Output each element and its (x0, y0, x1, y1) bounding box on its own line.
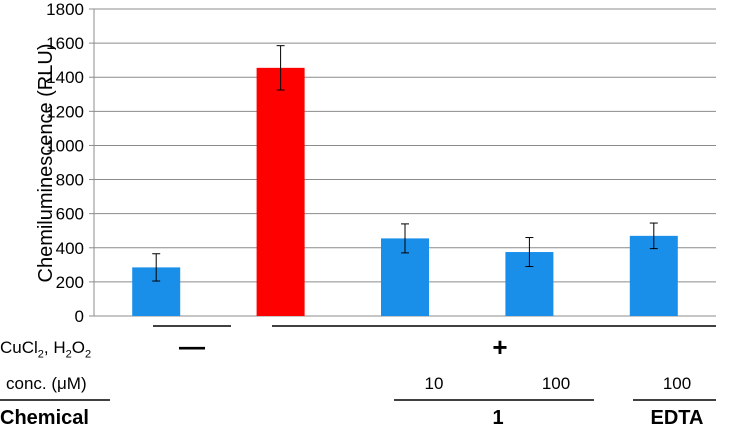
conc-value-3: 100 (662, 374, 692, 393)
y-tick-labels: 0 200 400 600 800 1000 1200 1400 1600 1800 (46, 0, 84, 326)
plus-symbol: + (492, 332, 508, 362)
y-tick-label: 1600 (46, 34, 84, 53)
y-tick-label: 1200 (46, 102, 84, 121)
y-tick-label: 600 (56, 205, 84, 224)
y-tick-label: 200 (56, 273, 84, 292)
row-label-conc: conc. (μM) (6, 374, 87, 393)
row-label-chemical: Chemical (0, 407, 89, 429)
bar (256, 67, 305, 316)
conc-value-1: 10 (424, 374, 444, 393)
y-tick-label: 400 (56, 239, 84, 258)
y-tick-label: 1400 (46, 68, 84, 87)
y-tick-label: 1000 (46, 136, 84, 155)
y-axis-label: Chemiluminescence (RLU) (35, 44, 57, 283)
error-bars (152, 45, 658, 282)
y-tick-label: 1800 (46, 0, 84, 19)
bar (629, 235, 678, 316)
minus-symbol: — (179, 331, 205, 361)
bars (132, 67, 678, 316)
chemical-1: 1 (492, 407, 504, 429)
conc-value-2: 100 (541, 374, 571, 393)
group-lines (0, 325, 716, 401)
y-tick-label: 0 (75, 307, 84, 326)
gridlines (89, 8, 716, 317)
chemical-edta: EDTA (650, 407, 704, 429)
row-label-cucl2-h2o2: CuCl2, H2O2 (0, 338, 92, 361)
y-tick-label: 800 (56, 171, 84, 190)
